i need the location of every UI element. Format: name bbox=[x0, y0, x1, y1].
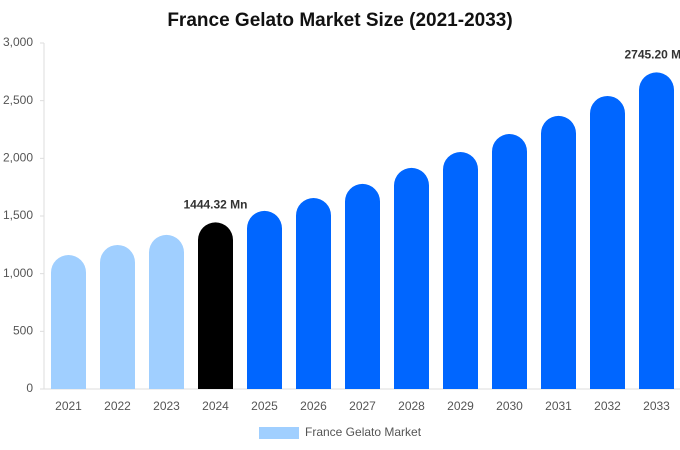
chart-title: France Gelato Market Size (2021-2033) bbox=[167, 10, 512, 31]
bar bbox=[149, 234, 184, 389]
bar bbox=[51, 254, 86, 389]
bar bbox=[639, 72, 674, 389]
bar bbox=[198, 222, 233, 389]
bar bbox=[590, 95, 625, 390]
bar bbox=[247, 210, 282, 389]
bar bbox=[443, 151, 478, 389]
y-tick-label: 2,000 bbox=[3, 151, 33, 165]
y-tick-label: 2,500 bbox=[3, 93, 33, 107]
bar bbox=[100, 244, 135, 389]
x-tick-label: 2032 bbox=[594, 399, 621, 413]
bar bbox=[296, 198, 331, 389]
x-tick-label: 2028 bbox=[398, 399, 425, 413]
y-tick-label: 1,500 bbox=[3, 208, 33, 222]
y-tick-label: 3,000 bbox=[3, 35, 33, 49]
x-tick-label: 2031 bbox=[545, 399, 572, 413]
x-tick-label: 2033 bbox=[643, 399, 670, 413]
x-tick-label: 2027 bbox=[349, 399, 376, 413]
x-tick-label: 2021 bbox=[55, 399, 82, 413]
value-label: 2745.20 Mn bbox=[624, 48, 680, 62]
y-tick-label: 1,000 bbox=[3, 266, 33, 280]
legend-swatch bbox=[259, 427, 299, 439]
legend-label: France Gelato Market bbox=[305, 425, 422, 439]
x-tick-label: 2023 bbox=[153, 399, 180, 413]
x-tick-label: 2030 bbox=[496, 399, 523, 413]
y-tick-label: 0 bbox=[26, 381, 33, 395]
y-tick-label: 500 bbox=[13, 324, 33, 338]
x-tick-label: 2025 bbox=[251, 399, 278, 413]
value-label: 1444.32 Mn bbox=[183, 198, 247, 212]
bar bbox=[345, 183, 380, 389]
bar bbox=[394, 167, 429, 389]
bar bbox=[492, 133, 527, 389]
bar bbox=[541, 115, 576, 389]
x-tick-label: 2022 bbox=[104, 399, 131, 413]
x-tick-label: 2029 bbox=[447, 399, 474, 413]
x-tick-label: 2024 bbox=[202, 399, 229, 413]
x-tick-label: 2026 bbox=[300, 399, 327, 413]
